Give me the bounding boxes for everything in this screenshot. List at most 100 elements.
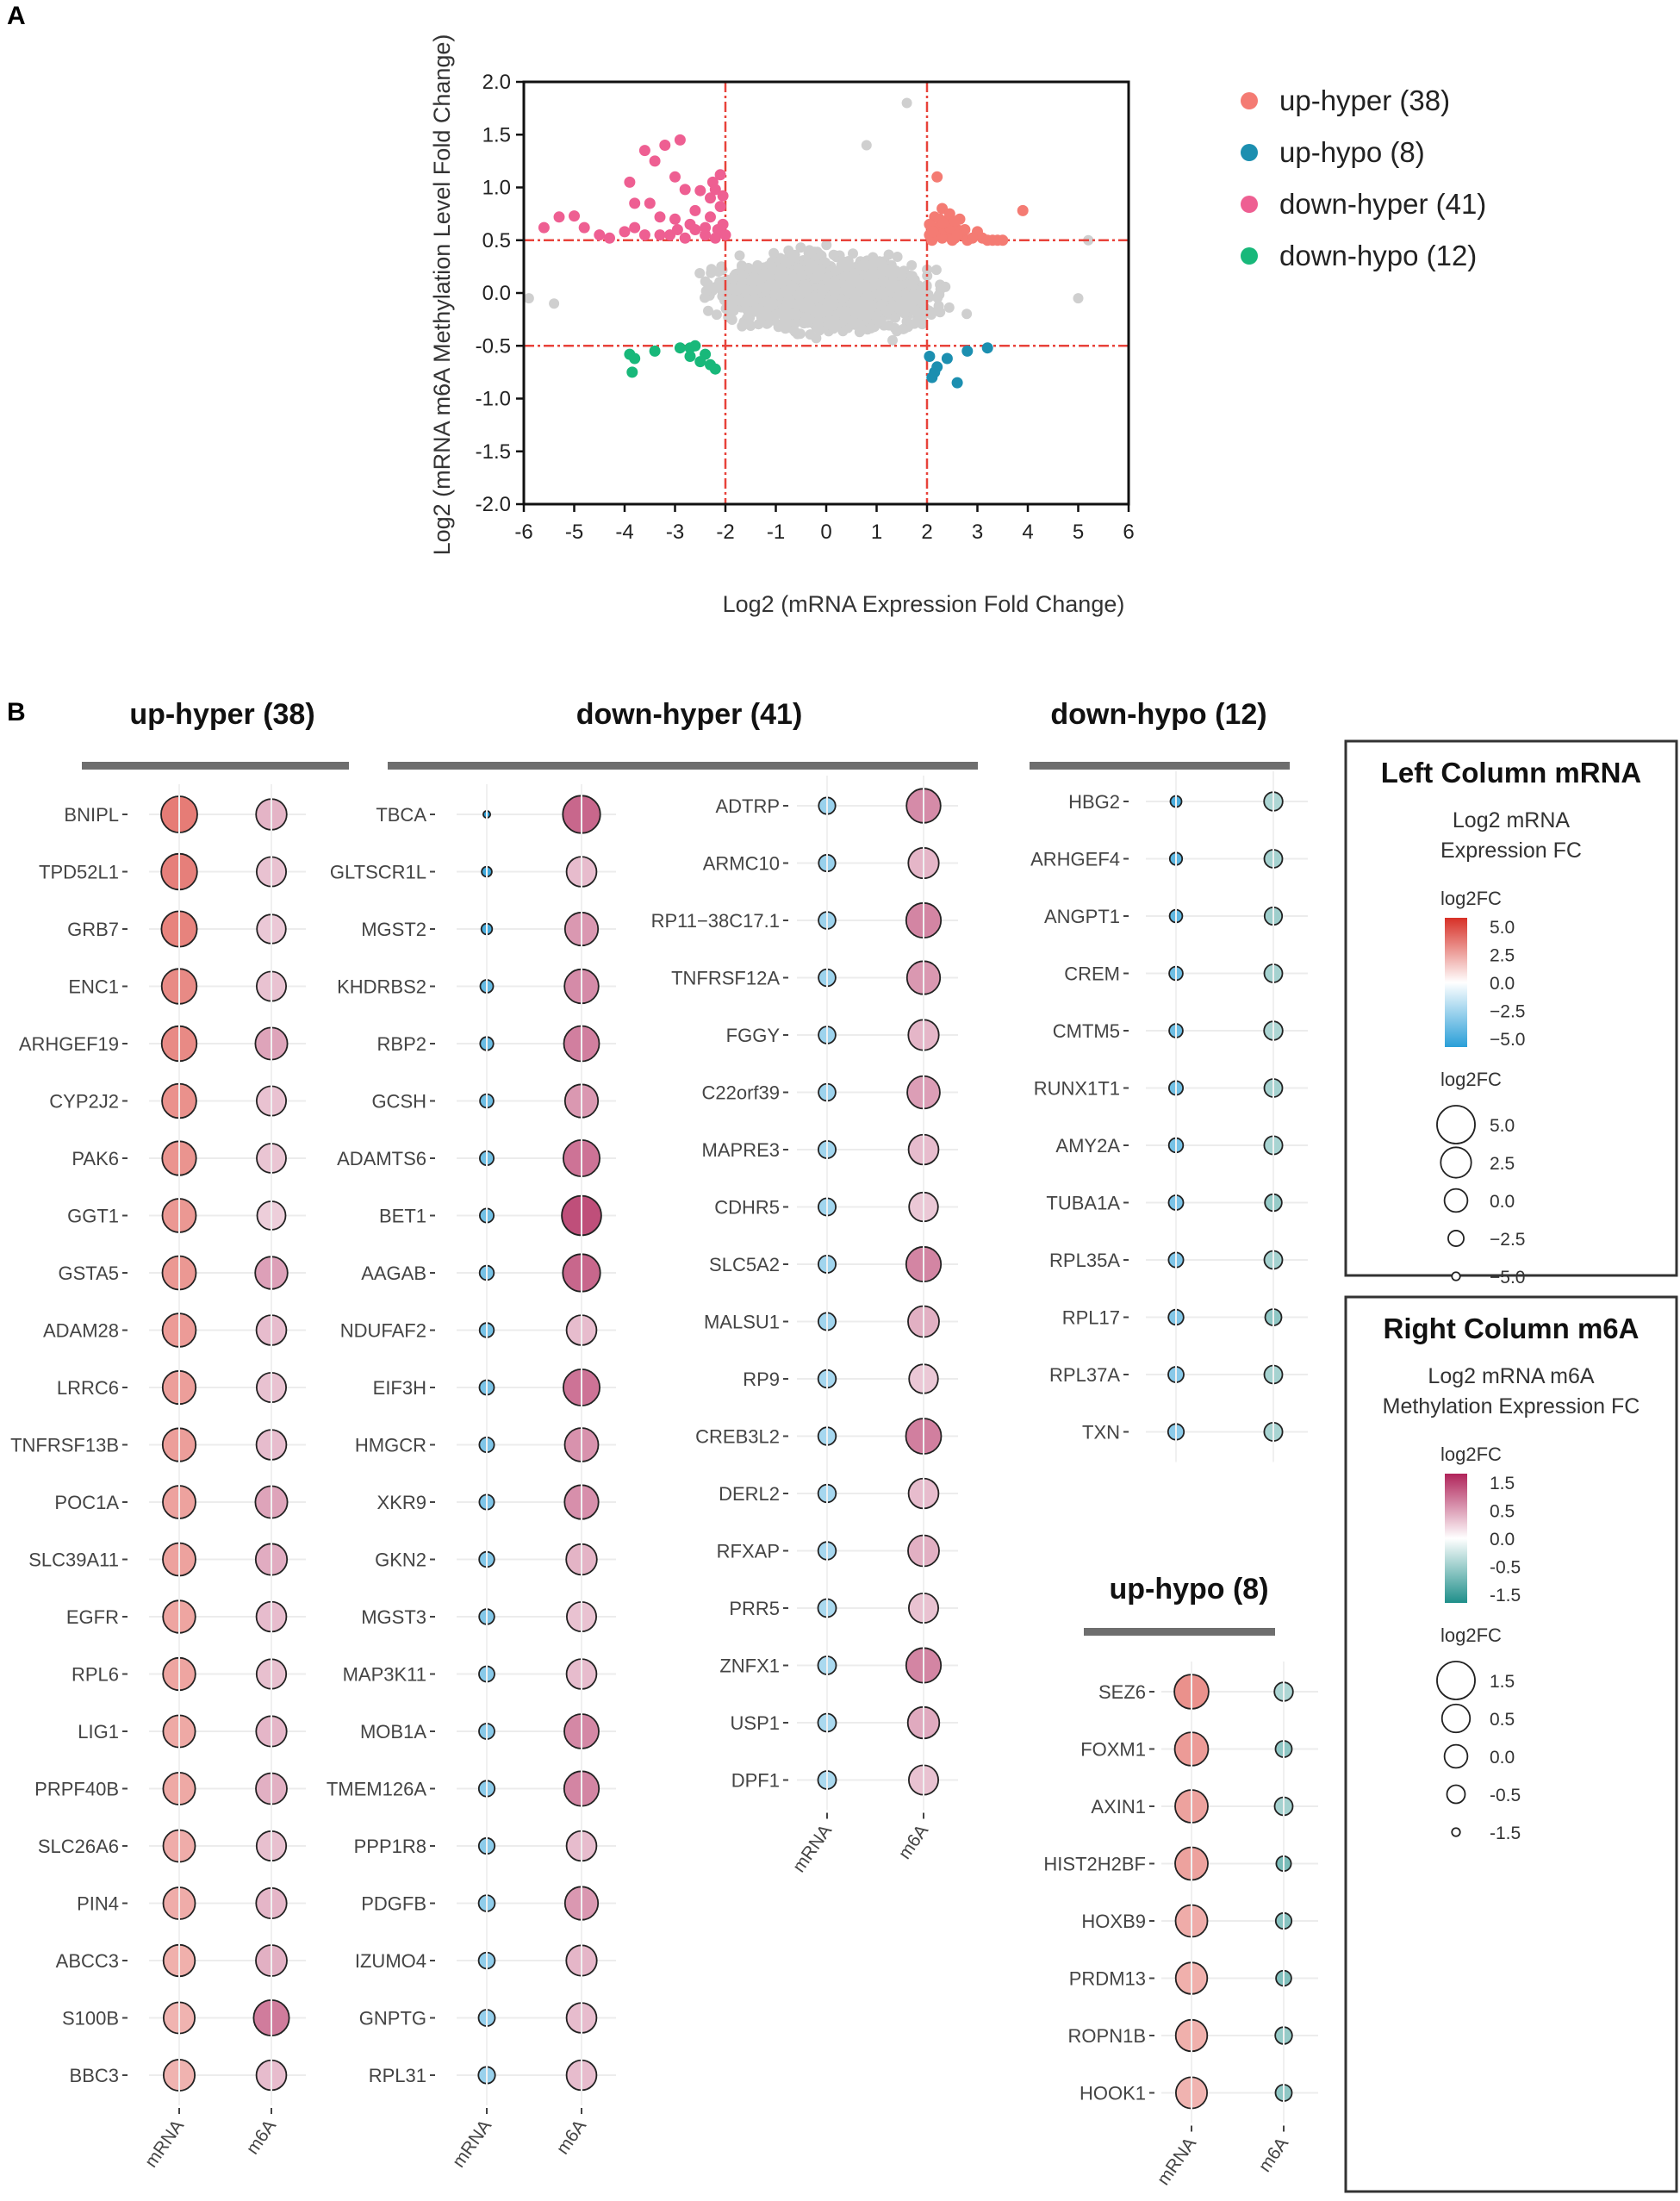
background-point — [901, 287, 912, 298]
gene-label: GNPTG — [359, 2008, 426, 2030]
background-point — [817, 285, 828, 296]
background-point — [856, 259, 868, 271]
background-point — [756, 312, 767, 323]
size-legend-circle — [1440, 1146, 1472, 1179]
gene-label: RPL37A — [1049, 1364, 1120, 1386]
background-point — [882, 305, 893, 316]
down-hyper-point — [649, 155, 661, 167]
background-point — [849, 268, 860, 279]
background-point — [907, 276, 918, 287]
gene-label: ZNFX1 — [719, 1655, 780, 1677]
background-point — [814, 325, 825, 336]
background-point — [883, 264, 894, 275]
scatter-chart: A Log2 (mRNA Expression Fold Change) Log… — [7, 2, 1486, 617]
gene-label: ADAM28 — [43, 1320, 119, 1342]
legend-panel: Left Column mRNA Log2 mRNA Expression FC lo… — [1344, 739, 1678, 1288]
down-hyper-point — [709, 184, 721, 196]
legend-frame — [1344, 739, 1678, 1277]
background-point — [894, 280, 905, 291]
gene-label: RPL17 — [1062, 1307, 1120, 1329]
background-point — [852, 287, 863, 297]
gene-label: IZUMO4 — [355, 1950, 426, 1972]
down-hyper-point — [669, 171, 681, 183]
down-hyper-point — [714, 201, 726, 213]
up-hyper-point — [951, 229, 963, 241]
gene-label: ROPN1B — [1068, 2025, 1146, 2047]
background-point — [906, 259, 918, 271]
background-point — [791, 273, 802, 284]
size-legend-label: -0.5 — [1490, 1786, 1521, 1805]
x-tick-label: 3 — [972, 521, 983, 544]
gene-label: ADTRP — [715, 795, 780, 817]
column-axis-label: m6A — [552, 2117, 590, 2159]
down-hypo-point — [649, 345, 661, 357]
x-tick-label: -2 — [716, 521, 734, 544]
background-point — [821, 240, 832, 251]
down-hyper-point — [669, 213, 681, 225]
down-hyper-point — [638, 229, 650, 241]
gene-label: MALSU1 — [704, 1312, 780, 1333]
up-hyper-point — [937, 217, 949, 229]
gene-label: ARMC10 — [703, 853, 780, 875]
gene-label: PIN4 — [77, 1893, 119, 1915]
background-point — [734, 250, 745, 261]
background-point — [722, 285, 732, 296]
color-bar-label: 5.0 — [1490, 918, 1515, 938]
gene-label: PPP1R8 — [354, 1836, 426, 1857]
background-point — [885, 284, 896, 295]
background-point — [861, 140, 872, 151]
up-hyper-legend-label: up-hyper (38) — [1279, 84, 1450, 116]
down-hyper-point — [705, 192, 716, 204]
size-scale-title: log2FC — [1440, 1069, 1502, 1090]
background-point — [795, 242, 806, 253]
down-hyper-point — [717, 190, 729, 202]
threshold-lines — [524, 82, 1129, 504]
gene-label: HOXB9 — [1081, 1911, 1146, 1932]
gene-label: MOB1A — [360, 1721, 426, 1743]
background-point — [737, 260, 747, 271]
gene-label: SLC5A2 — [709, 1254, 780, 1275]
gene-label: GCSH — [371, 1091, 426, 1113]
gene-label: GLTSCR1L — [330, 862, 426, 883]
down-hyper-point — [538, 221, 550, 234]
background-point — [1073, 293, 1084, 304]
gene-label: HIST2H2BF — [1043, 1854, 1146, 1875]
background-point — [875, 299, 887, 310]
gene-label: LIG1 — [78, 1721, 119, 1743]
down-hyper-point — [705, 211, 716, 223]
down-hyper-point — [694, 184, 706, 196]
down-hyper-point — [679, 184, 691, 196]
gene-label: EGFR — [66, 1606, 119, 1628]
y-tick-label: -0.5 — [476, 334, 511, 358]
gene-label: RPL6 — [72, 1664, 119, 1686]
gene-label: SEZ6 — [1098, 1681, 1146, 1703]
background-point — [884, 320, 894, 331]
background-point — [757, 271, 768, 283]
background-point — [831, 284, 842, 296]
up-hypo-point — [924, 351, 936, 362]
up-hypo-point — [961, 345, 974, 357]
background-point — [791, 309, 802, 321]
gene-label: RPL31 — [369, 2065, 426, 2086]
x-tick-label: 5 — [1073, 521, 1084, 544]
gene-label: C22orf39 — [701, 1082, 780, 1104]
down-hyper-point — [679, 232, 691, 244]
background-point — [838, 256, 849, 267]
gene-label: BNIPL — [64, 804, 119, 826]
gene-label: FGGY — [726, 1025, 781, 1046]
down-hypo-legend-label: down-hypo (12) — [1279, 240, 1477, 271]
gene-label: MGST3 — [361, 1606, 426, 1628]
legend-panel: Right Column m6A Log2 mRNA m6A Methylation… — [1344, 1295, 1678, 2193]
gene-label: PRR5 — [729, 1598, 780, 1619]
gene-label: CYP2J2 — [49, 1091, 119, 1113]
gene-label: ARHGEF19 — [19, 1033, 119, 1055]
down-hypo-point — [674, 342, 686, 354]
down-hyper-point — [689, 224, 701, 235]
down-hyper-point — [671, 224, 683, 235]
y-tick-label: -2.0 — [476, 493, 511, 516]
gene-label: DPF1 — [731, 1770, 780, 1792]
gene-label: S100B — [62, 2008, 119, 2030]
gene-label: GKN2 — [375, 1549, 426, 1571]
background-point — [703, 305, 713, 316]
group-title: up-hypo (8) — [1109, 1573, 1268, 1606]
